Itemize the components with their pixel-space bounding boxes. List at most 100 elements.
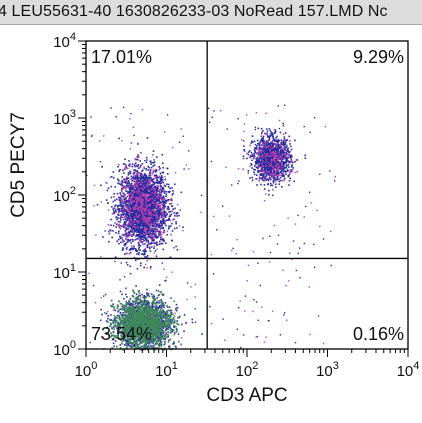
event-dot (131, 247, 133, 249)
event-dot (160, 210, 162, 213)
event-dot (126, 167, 129, 170)
event-dot (152, 169, 155, 172)
event-dot (132, 185, 135, 188)
event-dot (133, 211, 136, 214)
event-dot (124, 213, 126, 215)
event-dot (133, 220, 135, 222)
event-dot (118, 328, 121, 331)
event-dot (142, 243, 144, 245)
event-dot (167, 336, 169, 338)
event-dot (135, 185, 137, 187)
event-dot (151, 213, 153, 216)
event-dot (126, 209, 128, 212)
event-dot (122, 312, 124, 314)
event-dot (138, 205, 140, 207)
event-dot (121, 176, 124, 178)
event-dot (141, 240, 144, 243)
event-dot (147, 231, 150, 234)
event-dot (121, 225, 124, 228)
event-dot (167, 315, 170, 317)
event-dot (107, 202, 109, 204)
event-dot (118, 170, 120, 172)
event-dot (145, 232, 148, 234)
event-dot (141, 230, 143, 233)
event-dot (159, 167, 161, 170)
event-dot (140, 202, 142, 204)
event-dot (143, 207, 145, 210)
event-dot (146, 176, 148, 179)
event-dot (134, 222, 136, 224)
event-dot (117, 224, 120, 227)
event-dot (125, 198, 127, 201)
event-dot (138, 220, 140, 222)
event-dot (125, 166, 128, 168)
event-dot (126, 340, 129, 342)
event-dot (150, 186, 153, 189)
event-dot (131, 295, 134, 297)
event-dot (125, 190, 127, 193)
event-dot (128, 203, 131, 205)
event-dot (152, 182, 155, 185)
event-dot (151, 305, 153, 308)
event-dot (127, 211, 129, 214)
event-dot (115, 231, 117, 234)
event-dot (114, 199, 116, 202)
event-dot (138, 172, 140, 174)
event-dot (129, 224, 131, 226)
event-dot (143, 225, 145, 227)
event-dot (136, 201, 138, 203)
event-dot (130, 248, 132, 251)
event-dot (150, 236, 153, 239)
event-dot (128, 231, 131, 233)
event-dot (159, 207, 161, 209)
event-dot (158, 195, 161, 198)
event-dot (121, 187, 123, 190)
event-dot (156, 336, 159, 339)
event-dot (132, 199, 134, 201)
event-dot (171, 205, 173, 207)
event-dot (161, 215, 164, 218)
event-dot (148, 208, 150, 210)
event-dot (139, 200, 142, 202)
event-dot (124, 221, 126, 223)
event-dot (119, 235, 121, 238)
event-dot (130, 202, 133, 204)
event-dot (159, 201, 161, 203)
event-dot (155, 234, 157, 237)
event-dot (134, 197, 137, 200)
event-dot (135, 225, 138, 227)
event-dot (119, 210, 121, 213)
event-dot (168, 211, 170, 213)
event-dot (158, 243, 161, 245)
event-dot (134, 228, 136, 231)
event-dot (118, 214, 120, 216)
event-dot (108, 240, 110, 243)
event-dot (143, 252, 146, 254)
event-dot (152, 342, 154, 344)
event-dot (137, 182, 139, 184)
event-dot (138, 190, 140, 192)
event-dot (133, 203, 136, 206)
event-dot (163, 220, 166, 223)
event-dot (160, 312, 163, 314)
event-dot (110, 175, 113, 178)
event-dot (127, 234, 130, 237)
event-dot (165, 332, 167, 334)
event-dot (131, 219, 134, 222)
event-dot (154, 192, 157, 194)
event-dot (130, 183, 133, 186)
event-dot (125, 293, 127, 296)
event-dot (149, 243, 152, 245)
event-dot (151, 230, 153, 233)
event-dot (141, 231, 143, 234)
event-dot (150, 219, 153, 222)
event-dot (137, 164, 139, 166)
event-dot (127, 190, 129, 193)
event-dot (148, 191, 151, 194)
event-dot (128, 160, 130, 162)
event-dot (123, 308, 126, 310)
event-dot (148, 203, 150, 205)
event-dot (158, 223, 161, 225)
event-dot (111, 206, 113, 208)
event-dot (160, 184, 162, 187)
